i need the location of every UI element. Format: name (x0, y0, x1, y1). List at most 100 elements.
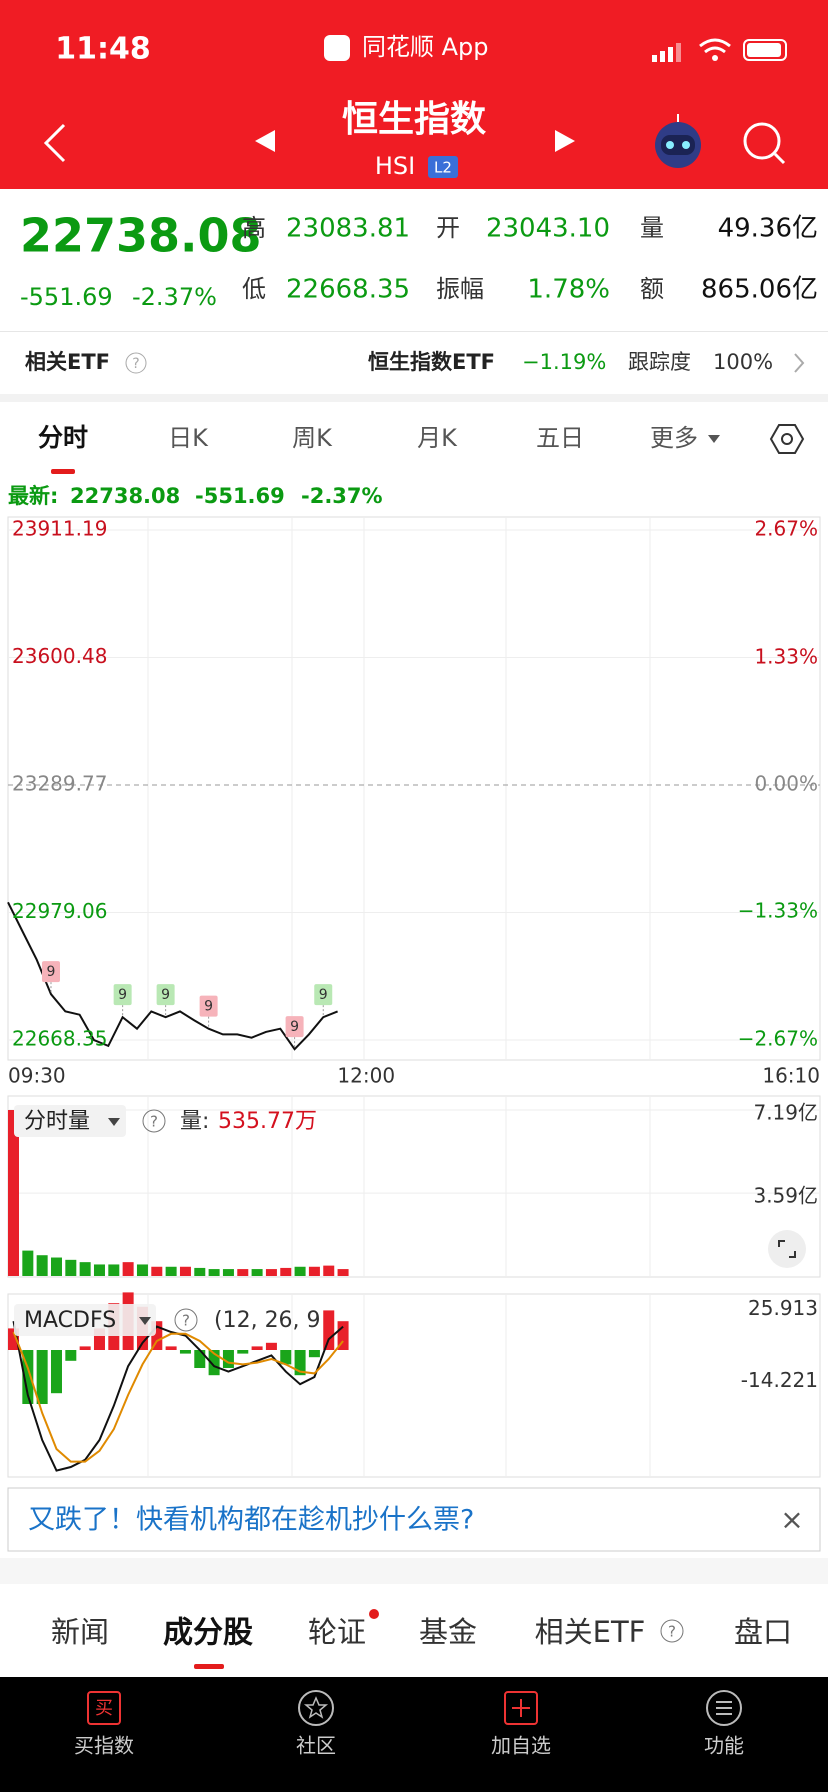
fullscreen-button[interactable] (768, 1230, 806, 1268)
tab[interactable]: 月K (417, 424, 458, 452)
volume-bar (108, 1264, 120, 1276)
nav-item[interactable]: 买 买指数 (74, 1691, 134, 1758)
next-button[interactable] (555, 130, 575, 152)
volume-bar (237, 1269, 249, 1276)
section-tab[interactable]: 基金 (419, 1615, 477, 1649)
section-tab[interactable]: 盘口 (734, 1615, 792, 1649)
y-tick-label: 25.913 (748, 1296, 818, 1320)
marker-box (41, 961, 60, 983)
latest-label: 最新: (8, 484, 58, 508)
macd-bar (222, 1350, 234, 1368)
volume-bar (136, 1264, 148, 1276)
stat-value: 865.06亿 (701, 275, 818, 305)
help-mark: ? (150, 1113, 158, 1131)
tab[interactable]: 五日 (536, 424, 584, 452)
x-tick-label: 16:10 (762, 1064, 820, 1088)
volume-bar (208, 1269, 220, 1276)
y-tick-label: 22668.35 (12, 1027, 107, 1051)
page-title: 恒生指数 (342, 99, 486, 140)
nav-label: 买指数 (74, 1734, 134, 1758)
etf-change: −1.19% (522, 350, 606, 374)
macd-bar (79, 1346, 91, 1350)
dropdown-caret (708, 435, 720, 443)
etf-label: 相关ETF (25, 350, 110, 374)
macd-bar (294, 1350, 306, 1376)
y2-tick-label: 0.00% (754, 772, 818, 796)
last-price: 22738.08 (20, 209, 262, 263)
tab[interactable]: 更多 (650, 424, 698, 452)
macd-bar (265, 1342, 277, 1350)
volume-label: 量: (180, 1109, 209, 1134)
nav-item[interactable]: 社区 (296, 1690, 336, 1758)
battery-icon (743, 39, 787, 61)
macd-bar (8, 1328, 19, 1350)
help-icon[interactable] (660, 1619, 684, 1643)
y-tick-label: 23289.77 (12, 772, 107, 796)
volume-bar (323, 1265, 335, 1276)
latest-change: -551.69 (195, 484, 285, 508)
volume-bar (179, 1266, 191, 1276)
macd-frame (7, 1293, 821, 1478)
marker-label: 9 (118, 987, 127, 1003)
dropdown-caret (139, 1317, 151, 1325)
y-tick-label: 23911.19 (12, 517, 107, 541)
macd-bar (50, 1350, 62, 1394)
tab[interactable]: 日K (168, 424, 209, 452)
robot-button[interactable] (655, 114, 701, 168)
wifi-dot (712, 55, 718, 61)
volume-bar (79, 1262, 91, 1276)
y-tick-label: 7.19亿 (753, 1101, 818, 1125)
tracking-value: 100% (713, 350, 773, 374)
tab[interactable]: 分时 (38, 423, 88, 452)
etf-name: 恒生指数ETF (368, 350, 495, 374)
stat-value: 22668.35 (286, 275, 410, 305)
macd-bar (151, 1321, 163, 1350)
stat-label: 量 (640, 214, 664, 242)
nav-item[interactable]: 功能 (704, 1690, 744, 1758)
macd-line (12, 1321, 344, 1472)
nav-icon-text: 买 (95, 1698, 113, 1719)
latest-price: 22738.08 (70, 484, 180, 508)
back-button[interactable] (43, 123, 66, 163)
stat-value: 49.36亿 (718, 214, 818, 244)
volume-bar (294, 1266, 306, 1276)
marker-label: 9 (319, 987, 328, 1003)
macd-selector[interactable] (14, 1304, 156, 1336)
macd-bar (237, 1350, 249, 1354)
tab-indicator (194, 1664, 224, 1669)
volume-bar (151, 1266, 163, 1276)
marker-box (156, 984, 175, 1006)
prev-button[interactable] (255, 130, 275, 152)
stat-value: 1.78% (527, 275, 610, 305)
tab-indicator (51, 469, 75, 474)
section-tab[interactable]: 成分股 (163, 1616, 253, 1651)
section-tab[interactable]: 相关ETF (535, 1615, 646, 1649)
nav-item[interactable]: 加自选 (491, 1691, 551, 1758)
macd-bar (22, 1350, 34, 1404)
wifi-icon (699, 38, 731, 54)
settings-button[interactable] (769, 424, 805, 454)
section-tab[interactable]: 轮证 (308, 1615, 366, 1649)
price-change-pct: -2.37% (132, 283, 217, 311)
banner-close[interactable]: × (780, 1503, 803, 1536)
battery-level (747, 43, 781, 57)
etf-row[interactable]: 相关ETF ? 恒生指数ETF −1.19% 跟踪度 100% (25, 350, 805, 374)
help-icon[interactable] (142, 1109, 166, 1133)
volume-title: 分时量 (24, 1109, 90, 1134)
stat-label: 高 (242, 214, 266, 242)
news-banner[interactable]: 又跌了！快看机构都在趁机抄什么票? (7, 1487, 821, 1552)
volume-selector[interactable] (14, 1105, 126, 1137)
latest-pct: -2.37% (301, 484, 383, 508)
section-tab[interactable]: 新闻 (51, 1615, 109, 1649)
y-tick-label: 22979.06 (12, 899, 107, 923)
divider (0, 331, 828, 332)
macd-bar (93, 1328, 105, 1350)
stat-value: 23043.10 (486, 214, 610, 244)
help-icon[interactable] (174, 1308, 198, 1332)
search-button[interactable] (743, 122, 786, 165)
tab[interactable]: 周K (292, 424, 333, 452)
notice-dot (369, 1609, 379, 1619)
volume-bar (251, 1269, 263, 1276)
macd-bar (65, 1350, 77, 1361)
